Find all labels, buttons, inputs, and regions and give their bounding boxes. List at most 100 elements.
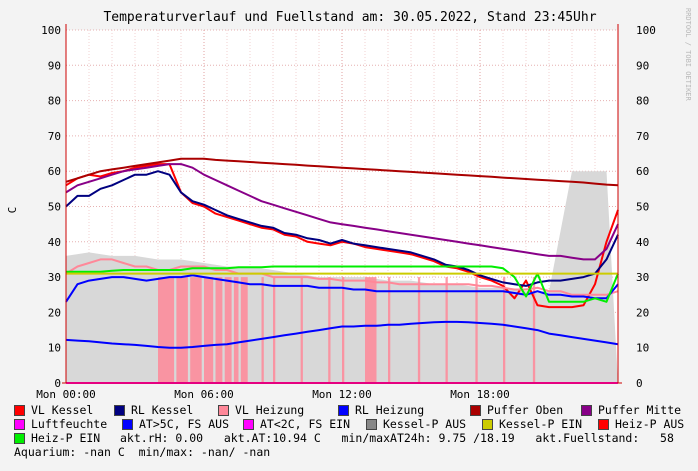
series-line-vl-kessel [65,163,619,309]
y-tick-label: 100 [41,24,61,37]
y-tick-label-right: 0 [636,377,643,390]
y-tick-label: 50 [48,201,61,214]
y-tick-label-right: 40 [636,236,649,249]
legend-label: AT<2C, FS EIN [260,417,351,431]
y-tick-label: 80 [48,95,61,108]
y-tick-label: 90 [48,59,61,72]
legend-item-at-lt-2c: AT<2C, FS EIN [243,417,350,431]
legend-item-rl-kessel: RL Kessel [114,403,193,417]
pump-on-bar [158,277,175,383]
pump-on-bar [388,277,391,383]
pump-on-bar [328,277,331,383]
pump-on-bar [190,277,202,383]
legend-item-vl-heizung: VL Heizung [218,403,304,417]
legend-item-kessel-p-aus: Kessel-P AUS [366,417,466,431]
chart-title: Temperaturverlauf und Fuellstand am: 30.… [103,10,596,25]
pump-on-bar [475,277,478,383]
series-line-rl-kessel [65,170,619,287]
legend-swatch [598,418,609,430]
y-tick-label-right: 100 [636,24,656,37]
pump-on-bar [503,277,506,383]
pump-on-bar [273,277,276,383]
pump-on-bar [261,277,264,383]
legend-swatch [366,418,377,430]
legend-swatch [122,418,133,430]
stats-current-values: akt.rH: 0.00 akt.AT:10.94 C min/maxAT24h… [120,431,674,445]
series-lines [65,157,619,384]
legend-label: Puffer Oben [487,403,564,417]
legend-label: RL Kessel [131,403,194,417]
y-tick-label-right: 90 [636,59,649,72]
pump-on-bar [240,277,248,383]
legend-swatch [14,432,25,444]
y-tick-label: 60 [48,165,61,178]
y-tick-label-right: 50 [636,201,649,214]
legend-item-heiz-p-aus: Heiz-P AUS [598,417,684,431]
pump-on-bar [445,277,448,383]
pump-on-bar [417,277,421,383]
legend-swatch [482,418,493,430]
pump-on-bar [215,277,223,383]
legend-item-rl-heizung: RL Heizung [338,403,424,417]
legend-row-4: Aquarium: -nan C min/max: -nan/ -nan [14,445,694,459]
axes: 0 0 10 10 20 20 30 30 40 40 50 50 60 60 70 70 80 80 90 90 10… [36,24,656,401]
legend-swatch [243,418,254,430]
y-axis-label: C [6,207,19,214]
y-tick-label: 10 [48,342,61,355]
legend-swatch [14,418,25,430]
x-tick-label: Mon 18:00 [450,388,510,401]
y-tick-label-right: 60 [636,165,649,178]
series-line-at-5c-fs-aus [65,320,619,349]
legend-label: VL Heizung [235,403,305,417]
legend: VL Kessel RL Kessel VL Heizung RL Heizun… [14,403,694,459]
x-tick-label: Mon 00:00 [36,388,96,401]
pump-on-bar [300,277,303,383]
pump-on-bar [342,277,345,383]
pump-on-bar [204,277,214,383]
legend-item-at-gt-5c: AT>5C, FS AUS [122,417,229,431]
legend-row-2: Luftfeuchte AT>5C, FS AUS AT<2C, FS EIN … [14,417,694,431]
pump-on-bar [233,277,239,383]
legend-swatch [114,404,125,416]
legend-label: Heiz-P AUS [615,417,685,431]
x-tick-label: Mon 06:00 [174,388,234,401]
y-tick-label: 40 [48,236,61,249]
pump-on-bar [224,277,232,383]
y-tick-label: 0 [54,377,61,390]
legend-item-heiz-p-ein: Heiz-P EIN [14,431,100,445]
legend-swatch [581,404,592,416]
pump-on-bar [176,277,188,383]
y-tick-label-right: 30 [636,271,649,284]
series-line-heiz-p-ein [66,265,619,303]
legend-swatch [218,404,229,416]
series-line-puffer-mitte [65,163,619,261]
legend-row-3: Heiz-P EIN akt.rH: 0.00 akt.AT:10.94 C m… [14,431,694,445]
legend-label: Kessel-P EIN [499,417,583,431]
legend-swatch [338,404,349,416]
rrdtool-watermark: RRDTOOL / TOBI OETIKER [684,8,692,102]
y-tick-label-right: 10 [636,342,649,355]
legend-label: Puffer Mitte [598,403,682,417]
y-tick-label-right: 20 [636,306,649,319]
legend-label: VL Kessel [31,403,94,417]
y-tick-label-right: 70 [636,130,649,143]
legend-label: Luftfeuchte [31,417,108,431]
x-tick-label: Mon 12:00 [312,388,372,401]
legend-row-1: VL Kessel RL Kessel VL Heizung RL Heizun… [14,403,694,417]
stats-aquarium: Aquarium: -nan C min/max: -nan/ -nan [14,445,271,459]
legend-item-puffer-oben: Puffer Oben [470,403,563,417]
legend-item-luftfeuchte: Luftfeuchte [14,417,107,431]
pump-on-bars [158,277,536,383]
legend-item-puffer-mitte: Puffer Mitte [581,403,681,417]
legend-label: AT>5C, FS AUS [139,417,230,431]
pump-on-bar [365,277,377,383]
series-line-puffer-oben [65,157,619,187]
legend-item-kessel-p-ein: Kessel-P EIN [482,417,582,431]
y-tick-label-right: 80 [636,95,649,108]
legend-swatch [470,404,481,416]
legend-label: Heiz-P EIN [31,431,101,445]
y-tick-label: 30 [48,271,61,284]
legend-label: RL Heizung [355,403,425,417]
legend-label: Kessel-P AUS [383,417,467,431]
